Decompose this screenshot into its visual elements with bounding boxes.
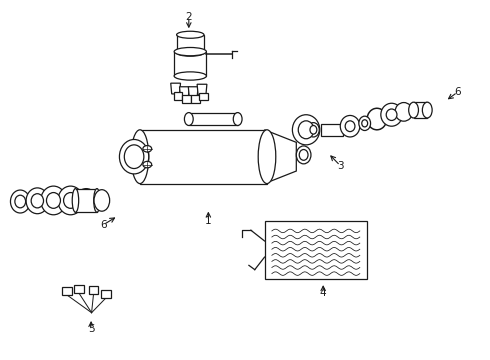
Bar — [173, 93, 182, 100]
Ellipse shape — [308, 123, 319, 137]
Ellipse shape — [359, 116, 370, 131]
Bar — [199, 93, 208, 100]
Bar — [182, 95, 191, 103]
Ellipse shape — [124, 145, 144, 168]
Ellipse shape — [174, 48, 206, 56]
Ellipse shape — [345, 121, 355, 132]
Ellipse shape — [75, 189, 97, 212]
Ellipse shape — [422, 102, 432, 118]
Ellipse shape — [143, 145, 152, 152]
Bar — [101, 290, 111, 298]
Bar — [176, 35, 204, 53]
Text: 6: 6 — [454, 87, 461, 97]
Bar — [321, 124, 343, 135]
Ellipse shape — [381, 103, 402, 126]
Ellipse shape — [94, 190, 110, 211]
Ellipse shape — [409, 102, 418, 118]
Ellipse shape — [362, 120, 368, 127]
Ellipse shape — [31, 194, 44, 208]
Ellipse shape — [298, 121, 314, 139]
Ellipse shape — [15, 195, 25, 208]
Bar — [62, 287, 72, 295]
Bar — [140, 130, 267, 184]
Bar — [74, 285, 84, 293]
Ellipse shape — [10, 190, 30, 213]
Text: 2: 2 — [186, 12, 192, 22]
Ellipse shape — [184, 113, 193, 126]
Bar — [89, 286, 98, 294]
Ellipse shape — [233, 113, 242, 126]
Ellipse shape — [41, 186, 66, 215]
Ellipse shape — [174, 72, 206, 80]
Ellipse shape — [47, 193, 60, 208]
Text: 1: 1 — [205, 216, 212, 226]
Text: 6: 6 — [100, 220, 107, 230]
Text: 3: 3 — [337, 161, 343, 171]
Polygon shape — [265, 130, 296, 184]
Ellipse shape — [120, 139, 149, 174]
Ellipse shape — [131, 130, 149, 184]
Text: 4: 4 — [320, 288, 326, 298]
Ellipse shape — [94, 189, 100, 212]
Text: 5: 5 — [88, 324, 95, 334]
Ellipse shape — [72, 189, 79, 212]
Ellipse shape — [176, 31, 204, 38]
Ellipse shape — [340, 116, 360, 137]
Ellipse shape — [258, 130, 276, 184]
Polygon shape — [188, 87, 198, 98]
Ellipse shape — [58, 186, 83, 215]
Ellipse shape — [26, 188, 49, 214]
Bar — [189, 113, 238, 126]
Polygon shape — [179, 87, 189, 98]
Bar — [75, 189, 97, 212]
Polygon shape — [197, 84, 207, 95]
Ellipse shape — [64, 193, 77, 208]
Ellipse shape — [395, 103, 413, 121]
Ellipse shape — [386, 109, 397, 121]
Ellipse shape — [299, 149, 308, 160]
Ellipse shape — [143, 161, 152, 168]
Bar — [174, 51, 206, 76]
Ellipse shape — [296, 146, 311, 164]
Ellipse shape — [176, 49, 204, 56]
Ellipse shape — [310, 126, 317, 134]
Bar — [191, 95, 199, 103]
Polygon shape — [171, 83, 180, 94]
Bar — [414, 102, 427, 118]
Ellipse shape — [293, 115, 320, 145]
Polygon shape — [265, 221, 367, 279]
